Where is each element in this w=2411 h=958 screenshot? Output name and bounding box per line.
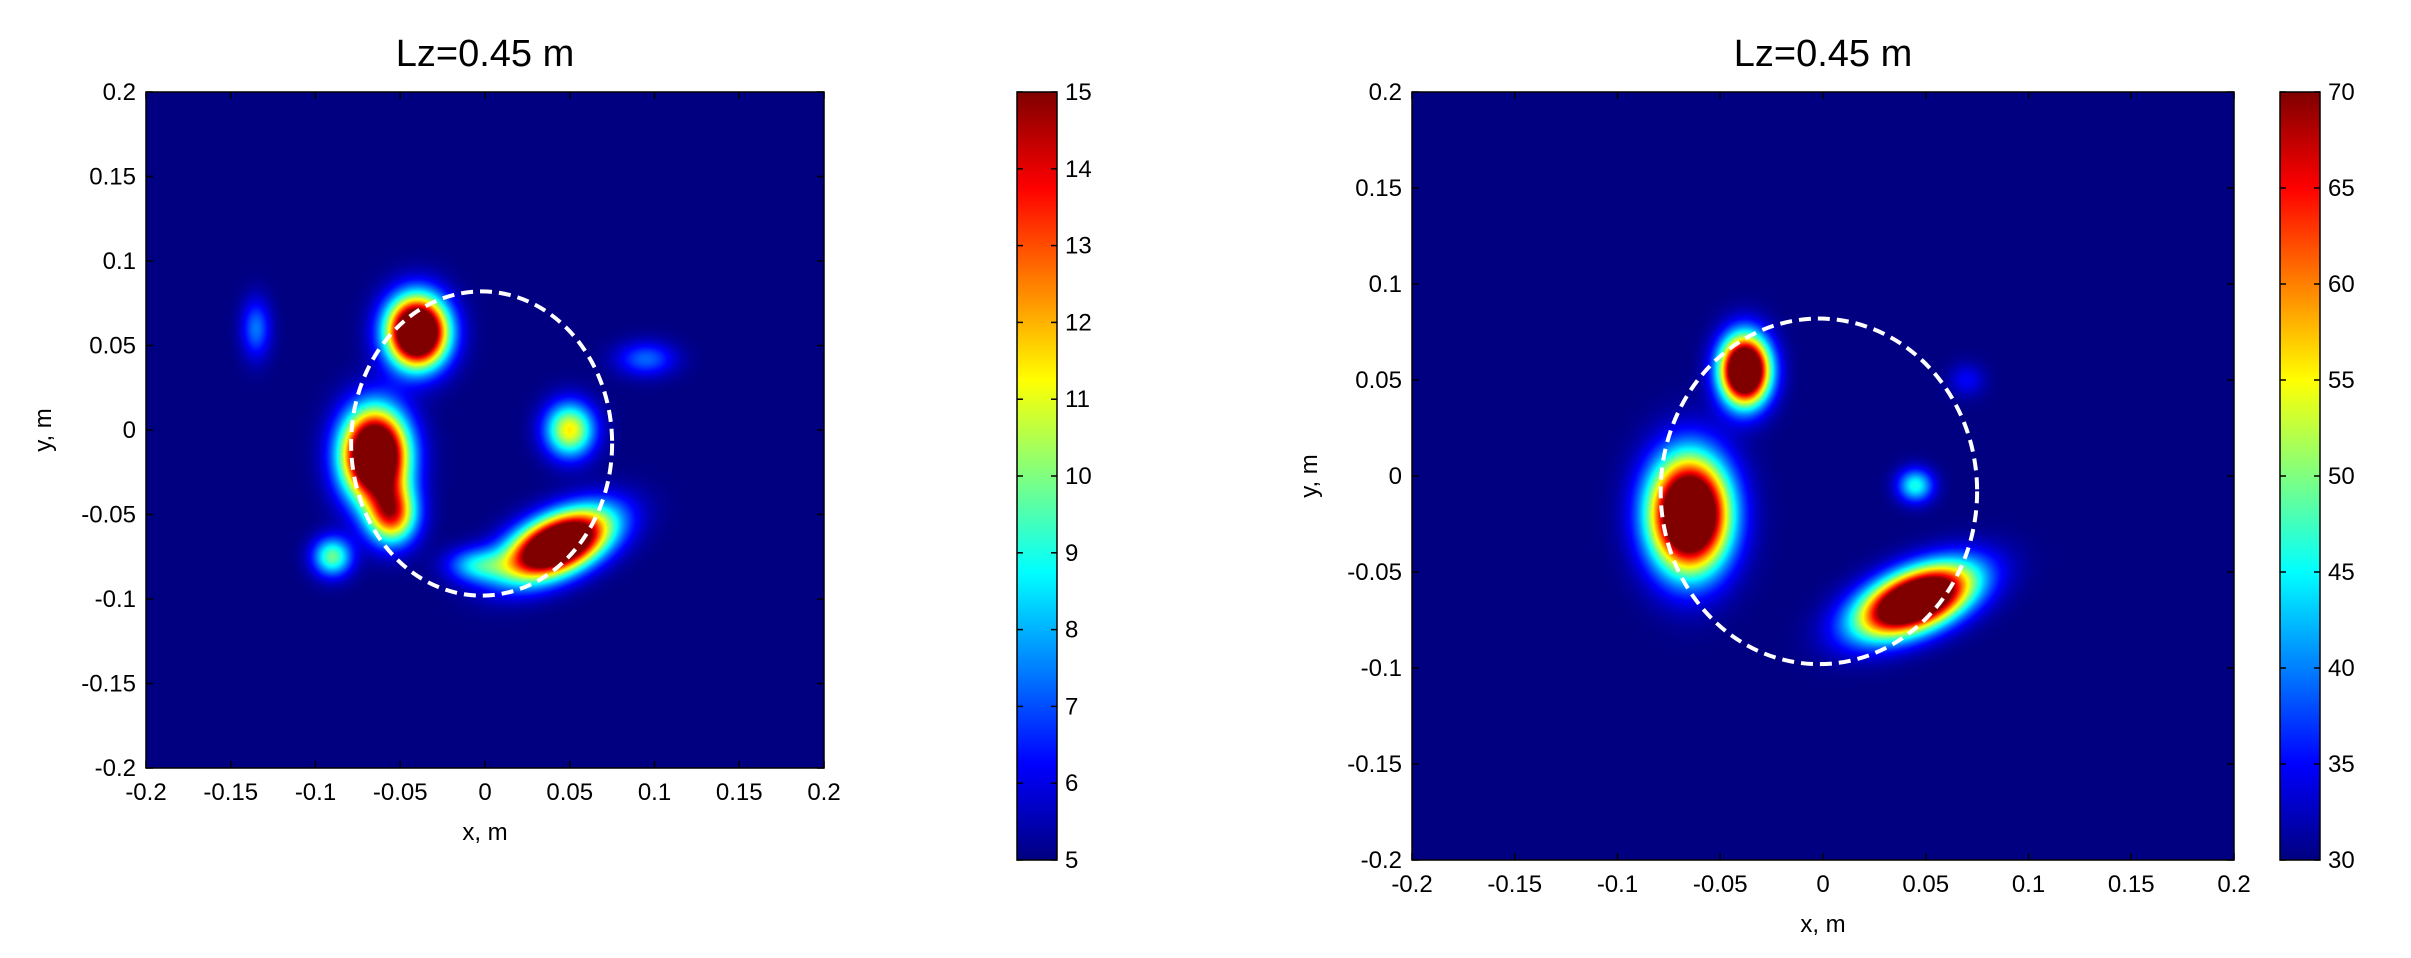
colorbar-tick-label: 14 [1065,156,1092,183]
x-tick-label: 0.2 [807,779,840,806]
dashed-circle [1658,316,1980,667]
x-tick-label: 0.15 [2108,871,2155,898]
y-tick-label: 0.2 [103,79,136,106]
colorbar-tick-label: 35 [2328,751,2355,778]
y-tick-label: 0 [123,417,136,444]
x-tick-label: -0.2 [1391,871,1432,898]
y-tick-label: -0.15 [1347,751,1402,778]
y-tick-label: -0.1 [1361,655,1402,682]
x-tick-label: -0.15 [203,779,258,806]
colorbar [1016,91,1058,861]
colorbar-tick-label: 70 [2328,79,2355,106]
colorbar-tick-label: 8 [1065,617,1078,644]
y-tick-label: -0.2 [1361,847,1402,874]
y-tick-label: 0 [1389,463,1402,490]
colorbar-tick-label: 12 [1065,309,1092,336]
heatmap-image [1412,92,2234,860]
x-tick-label: -0.05 [373,779,428,806]
colorbar-tick-label: 10 [1065,463,1092,490]
colorbar-tick-label: 50 [2328,463,2355,490]
y-tick-label: 0.05 [89,333,136,360]
x-tick-label: 0.15 [716,779,763,806]
x-tick-label: -0.15 [1487,871,1542,898]
y-tick-label: -0.15 [81,671,136,698]
colorbar-tick-label: 55 [2328,367,2355,394]
y-tick-label: 0.15 [89,164,136,191]
chart-2: Lz=0.45 m-0.2 -0.15 -0.1 -0.05 0 0.05 0.1 0.15 0… [1296,33,2355,938]
y-tick-label: 0.1 [1369,271,1402,298]
y-tick-label: -0.1 [95,586,136,613]
x-tick-label: 0 [1816,871,1829,898]
chart-title: Lz=0.45 m [1734,33,1913,75]
x-axis-label: x, m [1800,911,1845,938]
colorbar [2279,91,2321,861]
colorbar-tick-label: 40 [2328,655,2355,682]
colorbar-tick-label: 7 [1065,693,1078,720]
y-tick-label: -0.05 [1347,559,1402,586]
y-tick-label: 0.2 [1369,79,1402,106]
x-tick-label: -0.1 [1597,871,1638,898]
x-tick-label: 0.05 [1902,871,1949,898]
x-tick-label: 0.1 [2012,871,2045,898]
x-tick-label: -0.2 [125,779,166,806]
colorbar-tick-label: 45 [2328,559,2355,586]
colorbar-tick-label: 5 [1065,847,1078,874]
y-axis-label: y, m [1296,454,1323,498]
x-axis-label: x, m [462,819,507,846]
x-tick-label: 0.1 [638,779,671,806]
x-tick-label: -0.1 [295,779,336,806]
heatmap-image [146,92,824,768]
y-axis-label: y, m [30,408,57,452]
x-tick-label: 0 [478,779,491,806]
y-tick-label: 0.05 [1355,367,1402,394]
colorbar-tick-label: 9 [1065,540,1078,567]
colorbar-tick-label: 60 [2328,271,2355,298]
y-tick-label: -0.05 [81,502,136,529]
y-tick-label: 0.15 [1355,175,1402,202]
colorbar-tick-label: 65 [2328,175,2355,202]
colorbar-tick-label: 30 [2328,847,2355,874]
y-tick-label: -0.2 [95,755,136,782]
colorbar-tick-label: 6 [1065,770,1078,797]
colorbar-tick-label: 13 [1065,233,1092,260]
y-tick-label: 0.1 [103,248,136,275]
x-tick-label: 0.2 [2217,871,2250,898]
colorbar-tick-label: 11 [1065,386,1090,413]
chart-1: Lz=0.45 m-0.2 -0.15 -0.1 -0.05 0 0.05 0.1 0.15 0… [30,33,1092,874]
x-tick-label: -0.05 [1693,871,1748,898]
chart-title: Lz=0.45 m [396,33,575,75]
x-tick-label: 0.05 [546,779,593,806]
colorbar-tick-label: 15 [1065,79,1092,106]
dashed-circle [349,289,615,598]
